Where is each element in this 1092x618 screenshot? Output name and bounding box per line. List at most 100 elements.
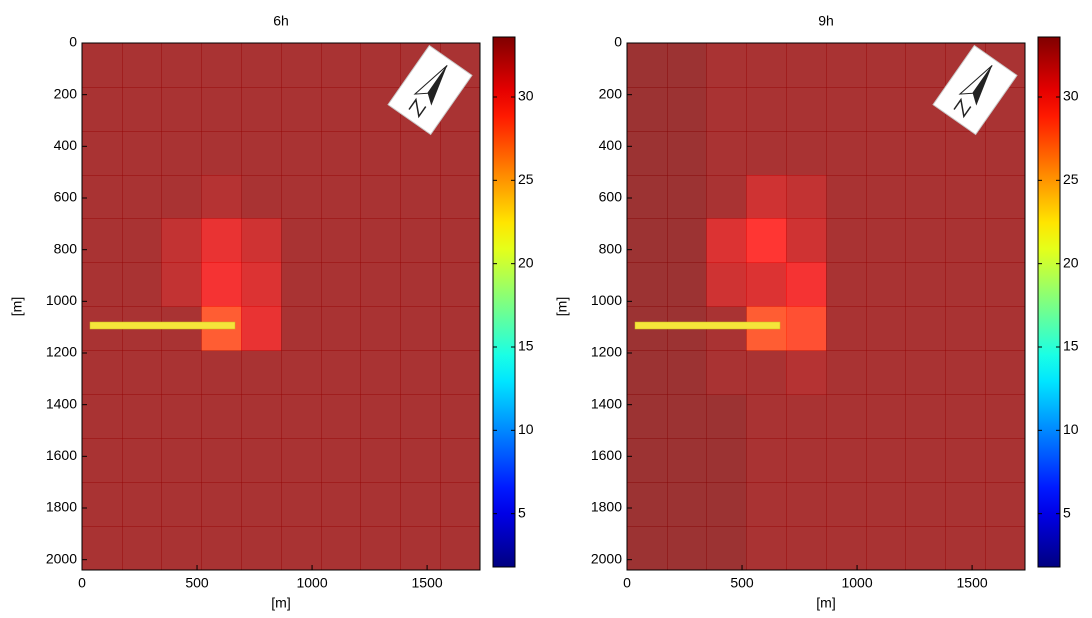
heat-cell: [706, 130, 747, 176]
heat-cell: [985, 218, 1025, 264]
heat-cell: [905, 218, 946, 264]
heat-cell: [201, 86, 242, 132]
y-tick-label: 0: [69, 34, 77, 50]
heat-cell: [786, 526, 827, 570]
y-tick-label: 200: [54, 85, 78, 101]
y-axis-label: [m]: [9, 297, 25, 316]
x-tick-label: 500: [185, 575, 209, 591]
heat-cell: [666, 218, 708, 264]
heat-cell: [666, 262, 708, 307]
heat-cell: [627, 218, 668, 264]
heat-cell: [746, 174, 787, 220]
heat-cell: [985, 174, 1025, 220]
heat-cell: [281, 43, 322, 88]
heat-cell: [201, 394, 242, 439]
heat-cell: [865, 350, 907, 395]
heat-cell: [360, 306, 401, 351]
heat-cell: [945, 218, 986, 264]
heat-cell: [746, 394, 787, 439]
heat-cell: [706, 86, 747, 132]
heat-cell: [985, 394, 1025, 439]
heat-cell: [666, 482, 708, 527]
heat-cell: [82, 43, 123, 88]
heat-cell: [320, 262, 362, 307]
heat-cell: [666, 394, 708, 439]
y-axis-label: [m]: [554, 297, 570, 316]
heat-cell: [627, 394, 668, 439]
heat-cell: [320, 174, 362, 220]
heat-cell: [82, 262, 123, 307]
heat-cell: [241, 306, 282, 351]
heat-cell: [706, 262, 747, 307]
heat-cell: [360, 130, 401, 176]
heat-cell: [786, 306, 827, 351]
jetty: [634, 321, 781, 330]
heat-cell: [706, 482, 747, 527]
heat-cell: [786, 350, 827, 395]
heat-cell: [440, 482, 480, 527]
heat-cell: [161, 86, 202, 132]
heat-cell: [400, 306, 441, 351]
heat-cell: [706, 174, 747, 220]
heat-cell: [241, 43, 282, 88]
heat-cell: [945, 438, 986, 483]
y-tick-label: 1600: [46, 447, 77, 463]
heat-cell: [400, 350, 441, 395]
heat-cell: [440, 526, 480, 570]
heat-cell: [161, 262, 202, 307]
heat-cell: [241, 218, 282, 264]
heat-cell: [82, 174, 123, 220]
y-tick-label: 2000: [591, 550, 622, 566]
heat-cell: [121, 174, 163, 220]
heat-cell: [400, 394, 441, 439]
heat-cell: [706, 43, 747, 88]
heat-cell: [320, 526, 362, 570]
heat-cell: [627, 262, 668, 307]
colorbar-tick-label: 25: [1063, 171, 1079, 187]
heat-cell: [320, 350, 362, 395]
heat-cell: [945, 350, 986, 395]
heat-cell: [945, 482, 986, 527]
heat-cell: [666, 130, 708, 176]
heat-cell: [281, 438, 322, 483]
y-tick-label: 1800: [591, 499, 622, 515]
heat-cell: [82, 130, 123, 176]
heat-cell: [400, 174, 441, 220]
heat-cell: [121, 350, 163, 395]
heat-cell: [865, 526, 907, 570]
heat-cell: [241, 482, 282, 527]
heat-cell: [945, 174, 986, 220]
heat-cell: [281, 86, 322, 132]
heat-cell: [281, 394, 322, 439]
heat-cell: [905, 350, 946, 395]
colorbar-tick-label: 30: [518, 88, 534, 104]
y-tick-label: 200: [599, 85, 623, 101]
heat-cell: [945, 394, 986, 439]
heat-cell: [201, 174, 242, 220]
heat-cell: [440, 262, 480, 307]
heat-cell: [905, 130, 946, 176]
x-tick-label: 0: [78, 575, 86, 591]
heat-cell: [201, 482, 242, 527]
heat-cell: [281, 526, 322, 570]
heat-cell: [666, 43, 708, 88]
x-tick-label: 1500: [412, 575, 443, 591]
heat-cell: [320, 86, 362, 132]
colorbar-tick-label: 10: [1063, 421, 1079, 437]
heat-cell: [161, 43, 202, 88]
heat-cell: [121, 130, 163, 176]
heat-cell: [400, 130, 441, 176]
heat-cell: [985, 130, 1025, 176]
heat-cell: [826, 438, 867, 483]
north-arrow-head-light: [413, 65, 448, 95]
heat-cell: [666, 526, 708, 570]
heat-cell: [320, 438, 362, 483]
heat-cell: [826, 306, 867, 351]
heat-cell: [241, 438, 282, 483]
heat-cell: [985, 306, 1025, 351]
heat-cell: [905, 438, 946, 483]
plot-frame: [81, 42, 481, 571]
heat-cell: [826, 526, 867, 570]
heat-cell: [706, 218, 747, 264]
y-tick-label: 400: [54, 137, 78, 153]
